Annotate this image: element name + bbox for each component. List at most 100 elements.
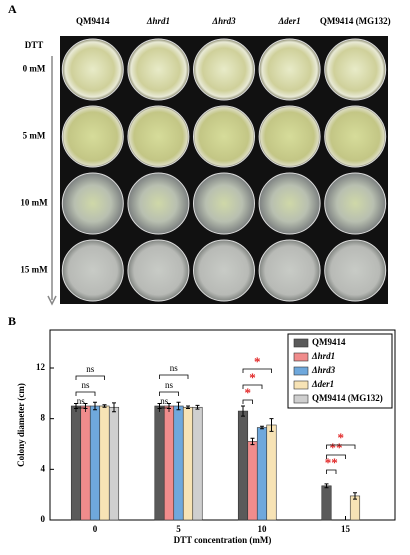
legend-label: Δhrd3	[311, 365, 336, 375]
x-tick-label: 15	[341, 524, 351, 534]
column-label: QM9414	[76, 16, 110, 26]
bar	[154, 405, 165, 521]
significance-bracket	[75, 375, 105, 380]
plate	[193, 239, 255, 302]
row-label: 15 mM	[20, 265, 48, 275]
plate	[61, 172, 124, 235]
row-label: 5 mM	[23, 131, 46, 141]
bar	[192, 406, 203, 521]
significance-label: **	[330, 440, 343, 455]
error-bar	[112, 402, 116, 413]
bar	[182, 406, 194, 521]
plate	[61, 105, 124, 168]
legend-label: QM9414 (MG132)	[312, 393, 383, 403]
plate	[258, 172, 321, 235]
bar	[247, 441, 258, 521]
bar	[99, 405, 110, 521]
y-axis-label: Colony diameter (cm)	[16, 383, 26, 467]
bar	[266, 424, 277, 521]
significance-bracket	[242, 399, 253, 404]
significance-bracket	[75, 407, 86, 412]
plate	[193, 105, 255, 168]
legend-label: Δder1	[311, 379, 334, 389]
axis-label: DTT	[25, 40, 44, 50]
significance-bracket	[326, 444, 356, 449]
significance-label: **	[325, 455, 338, 470]
significance-label: ns	[81, 380, 90, 390]
significance-bracket	[326, 469, 337, 474]
plate	[127, 172, 190, 235]
bar	[163, 405, 175, 521]
significance-bracket	[326, 454, 346, 459]
panel-label: A	[8, 2, 17, 16]
plate	[258, 239, 321, 302]
bar	[80, 405, 91, 521]
column-label: Δhrd3	[211, 16, 236, 26]
legend-swatch	[293, 380, 309, 390]
legend-swatch	[293, 338, 309, 348]
significance-label: *	[245, 385, 252, 400]
error-bar	[102, 404, 107, 408]
plate	[61, 239, 124, 302]
row-label: 10 mM	[20, 198, 48, 208]
plate	[258, 38, 321, 101]
error-bar	[93, 401, 97, 411]
error-bar	[269, 418, 274, 432]
column-label: Δhrd1	[146, 16, 170, 26]
significance-label: *	[254, 354, 261, 369]
y-tick-label: 4	[41, 463, 46, 473]
legend-swatch	[293, 366, 309, 376]
y-tick-label: 12	[36, 362, 46, 372]
x-tick-label: 10	[258, 524, 268, 534]
plate	[127, 38, 190, 101]
significance-bracket	[75, 391, 96, 396]
x-tick-label: 5	[176, 524, 181, 534]
error-bar	[324, 483, 329, 489]
significance-bracket	[159, 407, 170, 412]
significance-label: ns	[165, 380, 174, 390]
y-tick-label: 0	[41, 514, 46, 524]
plate	[324, 38, 387, 101]
significance-bracket	[159, 391, 179, 396]
bar	[89, 405, 101, 521]
plate	[127, 239, 190, 302]
bar	[256, 427, 268, 521]
significance-label: ns	[170, 363, 179, 373]
significance-bracket	[159, 374, 189, 379]
plate	[324, 105, 387, 168]
error-bar	[241, 405, 245, 417]
error-bar	[195, 404, 200, 410]
plate	[193, 38, 255, 101]
plate	[61, 38, 124, 101]
plot-frame	[49, 329, 396, 521]
significance-bracket	[242, 368, 272, 373]
bar	[321, 485, 332, 521]
significance-label: *	[249, 370, 256, 385]
x-tick-label: 0	[93, 524, 98, 534]
panel-label: B	[8, 314, 16, 328]
error-bar	[176, 401, 181, 411]
significance-bracket	[242, 384, 263, 389]
significance-label: *	[338, 430, 345, 445]
error-bar	[186, 405, 190, 410]
significance-label: ns	[77, 396, 86, 406]
plate	[127, 105, 190, 168]
bar	[173, 405, 184, 521]
error-bar	[353, 492, 357, 500]
column-label: Δder1	[278, 16, 301, 26]
column-label: QM9414 (MG132)	[320, 16, 391, 26]
plate	[324, 172, 387, 235]
legend-label: Δhrd1	[311, 351, 335, 361]
legend-swatch	[293, 394, 309, 404]
bar	[108, 406, 120, 521]
legend-swatch	[293, 352, 309, 362]
x-axis-label: DTT concentration (mM)	[174, 535, 272, 545]
significance-label: ns	[160, 396, 169, 406]
plate	[258, 105, 321, 168]
plate	[324, 239, 387, 302]
error-bar	[260, 425, 264, 430]
bar	[70, 405, 82, 521]
y-tick-label: 8	[41, 413, 46, 423]
row-label: 0 mM	[23, 64, 46, 74]
